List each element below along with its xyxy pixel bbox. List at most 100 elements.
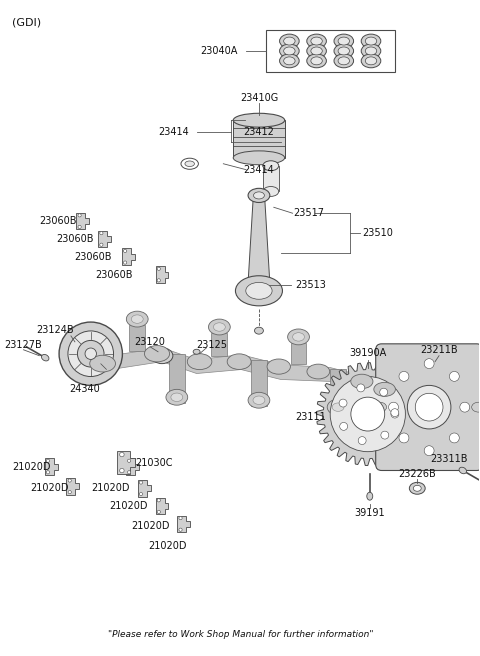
Polygon shape bbox=[169, 354, 185, 403]
Ellipse shape bbox=[284, 57, 295, 65]
Ellipse shape bbox=[214, 323, 225, 331]
Circle shape bbox=[68, 331, 114, 377]
Ellipse shape bbox=[236, 276, 282, 306]
Ellipse shape bbox=[351, 374, 373, 388]
Ellipse shape bbox=[365, 37, 377, 45]
Text: 23060B: 23060B bbox=[56, 234, 94, 244]
Ellipse shape bbox=[365, 57, 377, 65]
Text: 23311B: 23311B bbox=[430, 453, 468, 464]
Ellipse shape bbox=[263, 161, 279, 171]
Bar bbox=[266, 30, 395, 72]
Circle shape bbox=[123, 249, 127, 253]
Ellipse shape bbox=[311, 47, 322, 55]
Circle shape bbox=[128, 471, 131, 474]
Polygon shape bbox=[118, 451, 135, 474]
Ellipse shape bbox=[284, 47, 295, 55]
Ellipse shape bbox=[156, 352, 168, 359]
FancyBboxPatch shape bbox=[376, 344, 480, 470]
Polygon shape bbox=[177, 516, 190, 532]
Polygon shape bbox=[126, 458, 139, 475]
Circle shape bbox=[351, 397, 384, 431]
Text: "Please refer to Work Shop Manual for further information": "Please refer to Work Shop Manual for fu… bbox=[108, 630, 374, 639]
Circle shape bbox=[357, 384, 365, 392]
Ellipse shape bbox=[263, 186, 279, 196]
Text: 23410G: 23410G bbox=[240, 93, 278, 104]
Circle shape bbox=[157, 510, 160, 514]
Circle shape bbox=[424, 445, 434, 456]
Polygon shape bbox=[156, 266, 168, 283]
Text: 21020D: 21020D bbox=[91, 483, 130, 493]
Ellipse shape bbox=[332, 403, 344, 411]
Ellipse shape bbox=[181, 158, 198, 169]
Circle shape bbox=[78, 225, 81, 228]
Text: 23513: 23513 bbox=[295, 281, 326, 291]
Ellipse shape bbox=[334, 54, 354, 68]
Ellipse shape bbox=[151, 348, 173, 363]
Circle shape bbox=[449, 433, 459, 443]
Polygon shape bbox=[233, 120, 285, 158]
Polygon shape bbox=[251, 359, 267, 406]
Text: 21030C: 21030C bbox=[135, 458, 173, 468]
Ellipse shape bbox=[253, 396, 265, 405]
Ellipse shape bbox=[338, 47, 349, 55]
Ellipse shape bbox=[338, 57, 349, 65]
Circle shape bbox=[460, 402, 470, 412]
Ellipse shape bbox=[413, 485, 421, 491]
Text: 23060B: 23060B bbox=[39, 216, 77, 226]
Circle shape bbox=[179, 528, 182, 531]
Polygon shape bbox=[290, 343, 306, 363]
Circle shape bbox=[424, 359, 434, 369]
Ellipse shape bbox=[41, 354, 49, 361]
Polygon shape bbox=[156, 498, 168, 514]
Text: 21020D: 21020D bbox=[149, 541, 187, 550]
Text: 23120: 23120 bbox=[135, 337, 166, 347]
Text: 23127B: 23127B bbox=[5, 340, 42, 350]
Circle shape bbox=[339, 399, 347, 407]
Circle shape bbox=[68, 479, 72, 482]
Ellipse shape bbox=[288, 329, 310, 345]
Text: 23412: 23412 bbox=[243, 127, 275, 137]
Ellipse shape bbox=[90, 356, 116, 372]
Circle shape bbox=[157, 279, 160, 282]
Circle shape bbox=[120, 468, 124, 473]
Circle shape bbox=[139, 493, 143, 496]
Polygon shape bbox=[67, 478, 79, 495]
Polygon shape bbox=[129, 325, 145, 351]
Circle shape bbox=[358, 437, 366, 445]
Circle shape bbox=[123, 261, 127, 264]
Polygon shape bbox=[316, 363, 419, 466]
Ellipse shape bbox=[361, 34, 381, 48]
Circle shape bbox=[340, 422, 348, 430]
Ellipse shape bbox=[365, 47, 377, 55]
Circle shape bbox=[128, 459, 131, 462]
Text: 23060B: 23060B bbox=[74, 252, 111, 262]
Ellipse shape bbox=[307, 364, 330, 379]
Ellipse shape bbox=[246, 282, 272, 299]
Ellipse shape bbox=[472, 402, 480, 412]
Ellipse shape bbox=[367, 492, 373, 500]
Circle shape bbox=[391, 410, 399, 418]
Ellipse shape bbox=[279, 34, 299, 48]
Circle shape bbox=[391, 409, 399, 417]
Ellipse shape bbox=[279, 44, 299, 58]
Circle shape bbox=[399, 371, 409, 381]
Ellipse shape bbox=[248, 392, 270, 408]
Text: 23414: 23414 bbox=[158, 127, 189, 137]
Circle shape bbox=[120, 453, 124, 457]
Ellipse shape bbox=[338, 37, 349, 45]
Ellipse shape bbox=[279, 54, 299, 68]
Circle shape bbox=[77, 340, 104, 367]
Ellipse shape bbox=[334, 44, 354, 58]
Ellipse shape bbox=[166, 390, 188, 405]
Text: 39191: 39191 bbox=[354, 508, 385, 518]
Ellipse shape bbox=[361, 54, 381, 68]
Circle shape bbox=[408, 385, 451, 429]
Ellipse shape bbox=[334, 34, 354, 48]
Ellipse shape bbox=[284, 37, 295, 45]
Circle shape bbox=[85, 348, 96, 359]
Text: 23517: 23517 bbox=[293, 208, 324, 218]
Ellipse shape bbox=[374, 382, 396, 396]
Circle shape bbox=[59, 322, 122, 385]
Polygon shape bbox=[263, 166, 279, 192]
Polygon shape bbox=[98, 231, 111, 247]
